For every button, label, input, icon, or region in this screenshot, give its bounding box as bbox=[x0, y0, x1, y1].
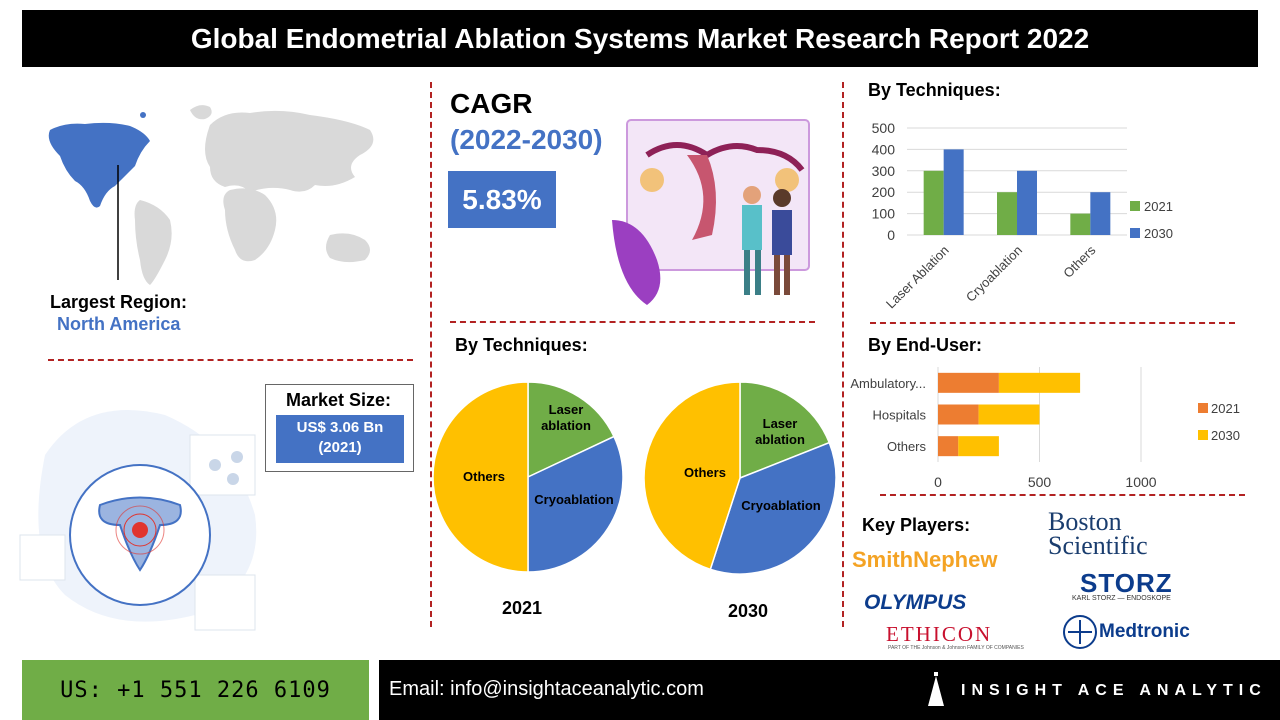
key-players-label: Key Players: bbox=[862, 515, 971, 535]
hbar-2021-2 bbox=[938, 436, 959, 457]
pie-charts: Laser ablation Cryoablation Others Laser abl… bbox=[432, 381, 837, 575]
olympus-logo: OLYMPUS bbox=[864, 591, 967, 614]
pie-slice-2 bbox=[432, 381, 529, 573]
boston-scientific-logo: Boston Scientific bbox=[1048, 507, 1148, 560]
footer-phone[interactable]: US: +1 551 226 6109 bbox=[22, 660, 369, 720]
legend-swatch bbox=[1198, 430, 1208, 440]
x-tick-label: Others bbox=[1060, 242, 1099, 281]
bar-2021-2 bbox=[1070, 213, 1091, 235]
footer-brand: INSIGHT ACE ANALYTIC bbox=[961, 682, 1267, 699]
pie-slice-0 bbox=[739, 381, 831, 480]
legend-label: 2030 bbox=[1211, 428, 1240, 443]
y-tick-label: 300 bbox=[872, 163, 896, 179]
pie-slice-1 bbox=[527, 435, 624, 573]
world-map-icon bbox=[48, 105, 374, 285]
hbar-2021-1 bbox=[938, 404, 979, 425]
x-tick-label: Cryoablation bbox=[963, 243, 1025, 305]
pie-label: Cryoablation bbox=[741, 498, 821, 513]
insight-ace-logo-icon bbox=[928, 672, 944, 706]
cagr-period: (2022-2030) bbox=[450, 124, 603, 155]
bar-2030-1 bbox=[1017, 170, 1037, 235]
bar-2030-0 bbox=[943, 149, 964, 235]
market-size-box bbox=[265, 384, 414, 472]
y-tick-label: 0 bbox=[887, 227, 895, 243]
pie-slice-2 bbox=[643, 381, 741, 571]
medtronic-logo: Medtronic bbox=[1099, 621, 1190, 642]
pie-2030: Laser ablation Cryoablation Others bbox=[643, 381, 837, 575]
hbar-2021-0 bbox=[938, 372, 999, 393]
footer-bar: Email: info@insightaceanalytic.com INSIG… bbox=[379, 660, 1280, 720]
y-tick-label: Ambulatory... bbox=[850, 376, 926, 391]
market-size-label: Market Size: bbox=[286, 390, 392, 410]
y-tick-label: Hospitals bbox=[873, 408, 927, 423]
techniques-bar-chart: 0 100 200 300 400 500 Laser Ablation Cryoablati… bbox=[872, 120, 1173, 312]
hbar-2030-0 bbox=[998, 372, 1081, 393]
bar-2030-2 bbox=[1090, 192, 1111, 235]
y-tick-label: 100 bbox=[872, 206, 896, 222]
pie-year-2021: 2021 bbox=[502, 598, 543, 618]
x-tick-label: 0 bbox=[934, 474, 942, 490]
storz-logo: STORZ bbox=[1080, 568, 1173, 598]
pie-label: Laser ablation bbox=[541, 402, 591, 433]
medical-illustration-icon bbox=[612, 119, 810, 305]
market-size-year: (2021) bbox=[318, 439, 362, 456]
cagr-value: 5.83% bbox=[448, 171, 556, 228]
hbar-2030-1 bbox=[978, 404, 1040, 425]
smith-nephew-logo: SmithNephew bbox=[852, 547, 998, 572]
pies-title: By Techniques: bbox=[455, 335, 588, 355]
pie-label: Others bbox=[684, 465, 726, 480]
jnj-subtitle: PART OF THE Johnson & Johnson FAMILY OF … bbox=[888, 645, 1024, 651]
legend-label: 2030 bbox=[1144, 226, 1173, 241]
enduser-bar-title: By End-User: bbox=[868, 335, 983, 355]
pie-slice-0 bbox=[527, 381, 615, 479]
bar-2021-0 bbox=[923, 170, 944, 235]
divider-right bbox=[842, 82, 844, 627]
cagr-label: CAGR bbox=[450, 88, 533, 119]
divider-enduser bbox=[880, 494, 1245, 496]
largest-region-value: North America bbox=[57, 314, 181, 334]
divider-region bbox=[48, 359, 413, 361]
enduser-bar-chart: 0 500 1000 Ambulatory... Hospitals Others 2021… bbox=[850, 367, 1240, 490]
pie-label: Cryoablation bbox=[534, 492, 614, 507]
hbar-2030-2 bbox=[958, 436, 999, 457]
legend-swatch bbox=[1130, 201, 1140, 211]
pie-2021: Laser ablation Cryoablation Others bbox=[432, 381, 624, 573]
legend-swatch bbox=[1198, 403, 1208, 413]
divider-left bbox=[430, 82, 432, 627]
bar-2021-1 bbox=[997, 192, 1017, 235]
market-size-value: US$ 3.06 Bn (2021) bbox=[276, 415, 404, 463]
legend-label: 2021 bbox=[1211, 401, 1240, 416]
y-tick-label: Others bbox=[887, 439, 927, 454]
uterus-illustration-icon bbox=[19, 410, 257, 631]
y-tick-label: 500 bbox=[872, 120, 896, 136]
divider-cagr bbox=[450, 321, 815, 323]
pie-label: Laser ablation bbox=[755, 416, 805, 447]
legend-swatch bbox=[1130, 228, 1140, 238]
medtronic-mark-icon bbox=[1063, 615, 1097, 649]
market-size-amount: US$ 3.06 Bn bbox=[296, 419, 384, 436]
pie-year-2030: 2030 bbox=[728, 601, 769, 621]
ethicon-logo: ETHICON bbox=[886, 622, 993, 646]
x-tick-label: Laser Ablation bbox=[883, 243, 952, 312]
largest-region-label: Largest Region: bbox=[50, 292, 188, 312]
divider-bar bbox=[870, 322, 1235, 324]
x-tick-label: 500 bbox=[1028, 474, 1052, 490]
y-tick-label: 400 bbox=[872, 141, 896, 157]
legend-label: 2021 bbox=[1144, 199, 1173, 214]
y-tick-label: 200 bbox=[872, 184, 896, 200]
techniques-bar-title: By Techniques: bbox=[868, 80, 1001, 100]
footer-email[interactable]: Email: info@insightaceanalytic.com bbox=[389, 678, 704, 700]
pie-label: Others bbox=[463, 469, 505, 484]
pie-slice-1 bbox=[709, 441, 837, 575]
page-title: Global Endometrial Ablation Systems Mark… bbox=[22, 10, 1258, 67]
x-tick-label: 1000 bbox=[1125, 474, 1156, 490]
storz-subtitle: KARL STORZ — ENDOSKOPE bbox=[1072, 595, 1171, 602]
